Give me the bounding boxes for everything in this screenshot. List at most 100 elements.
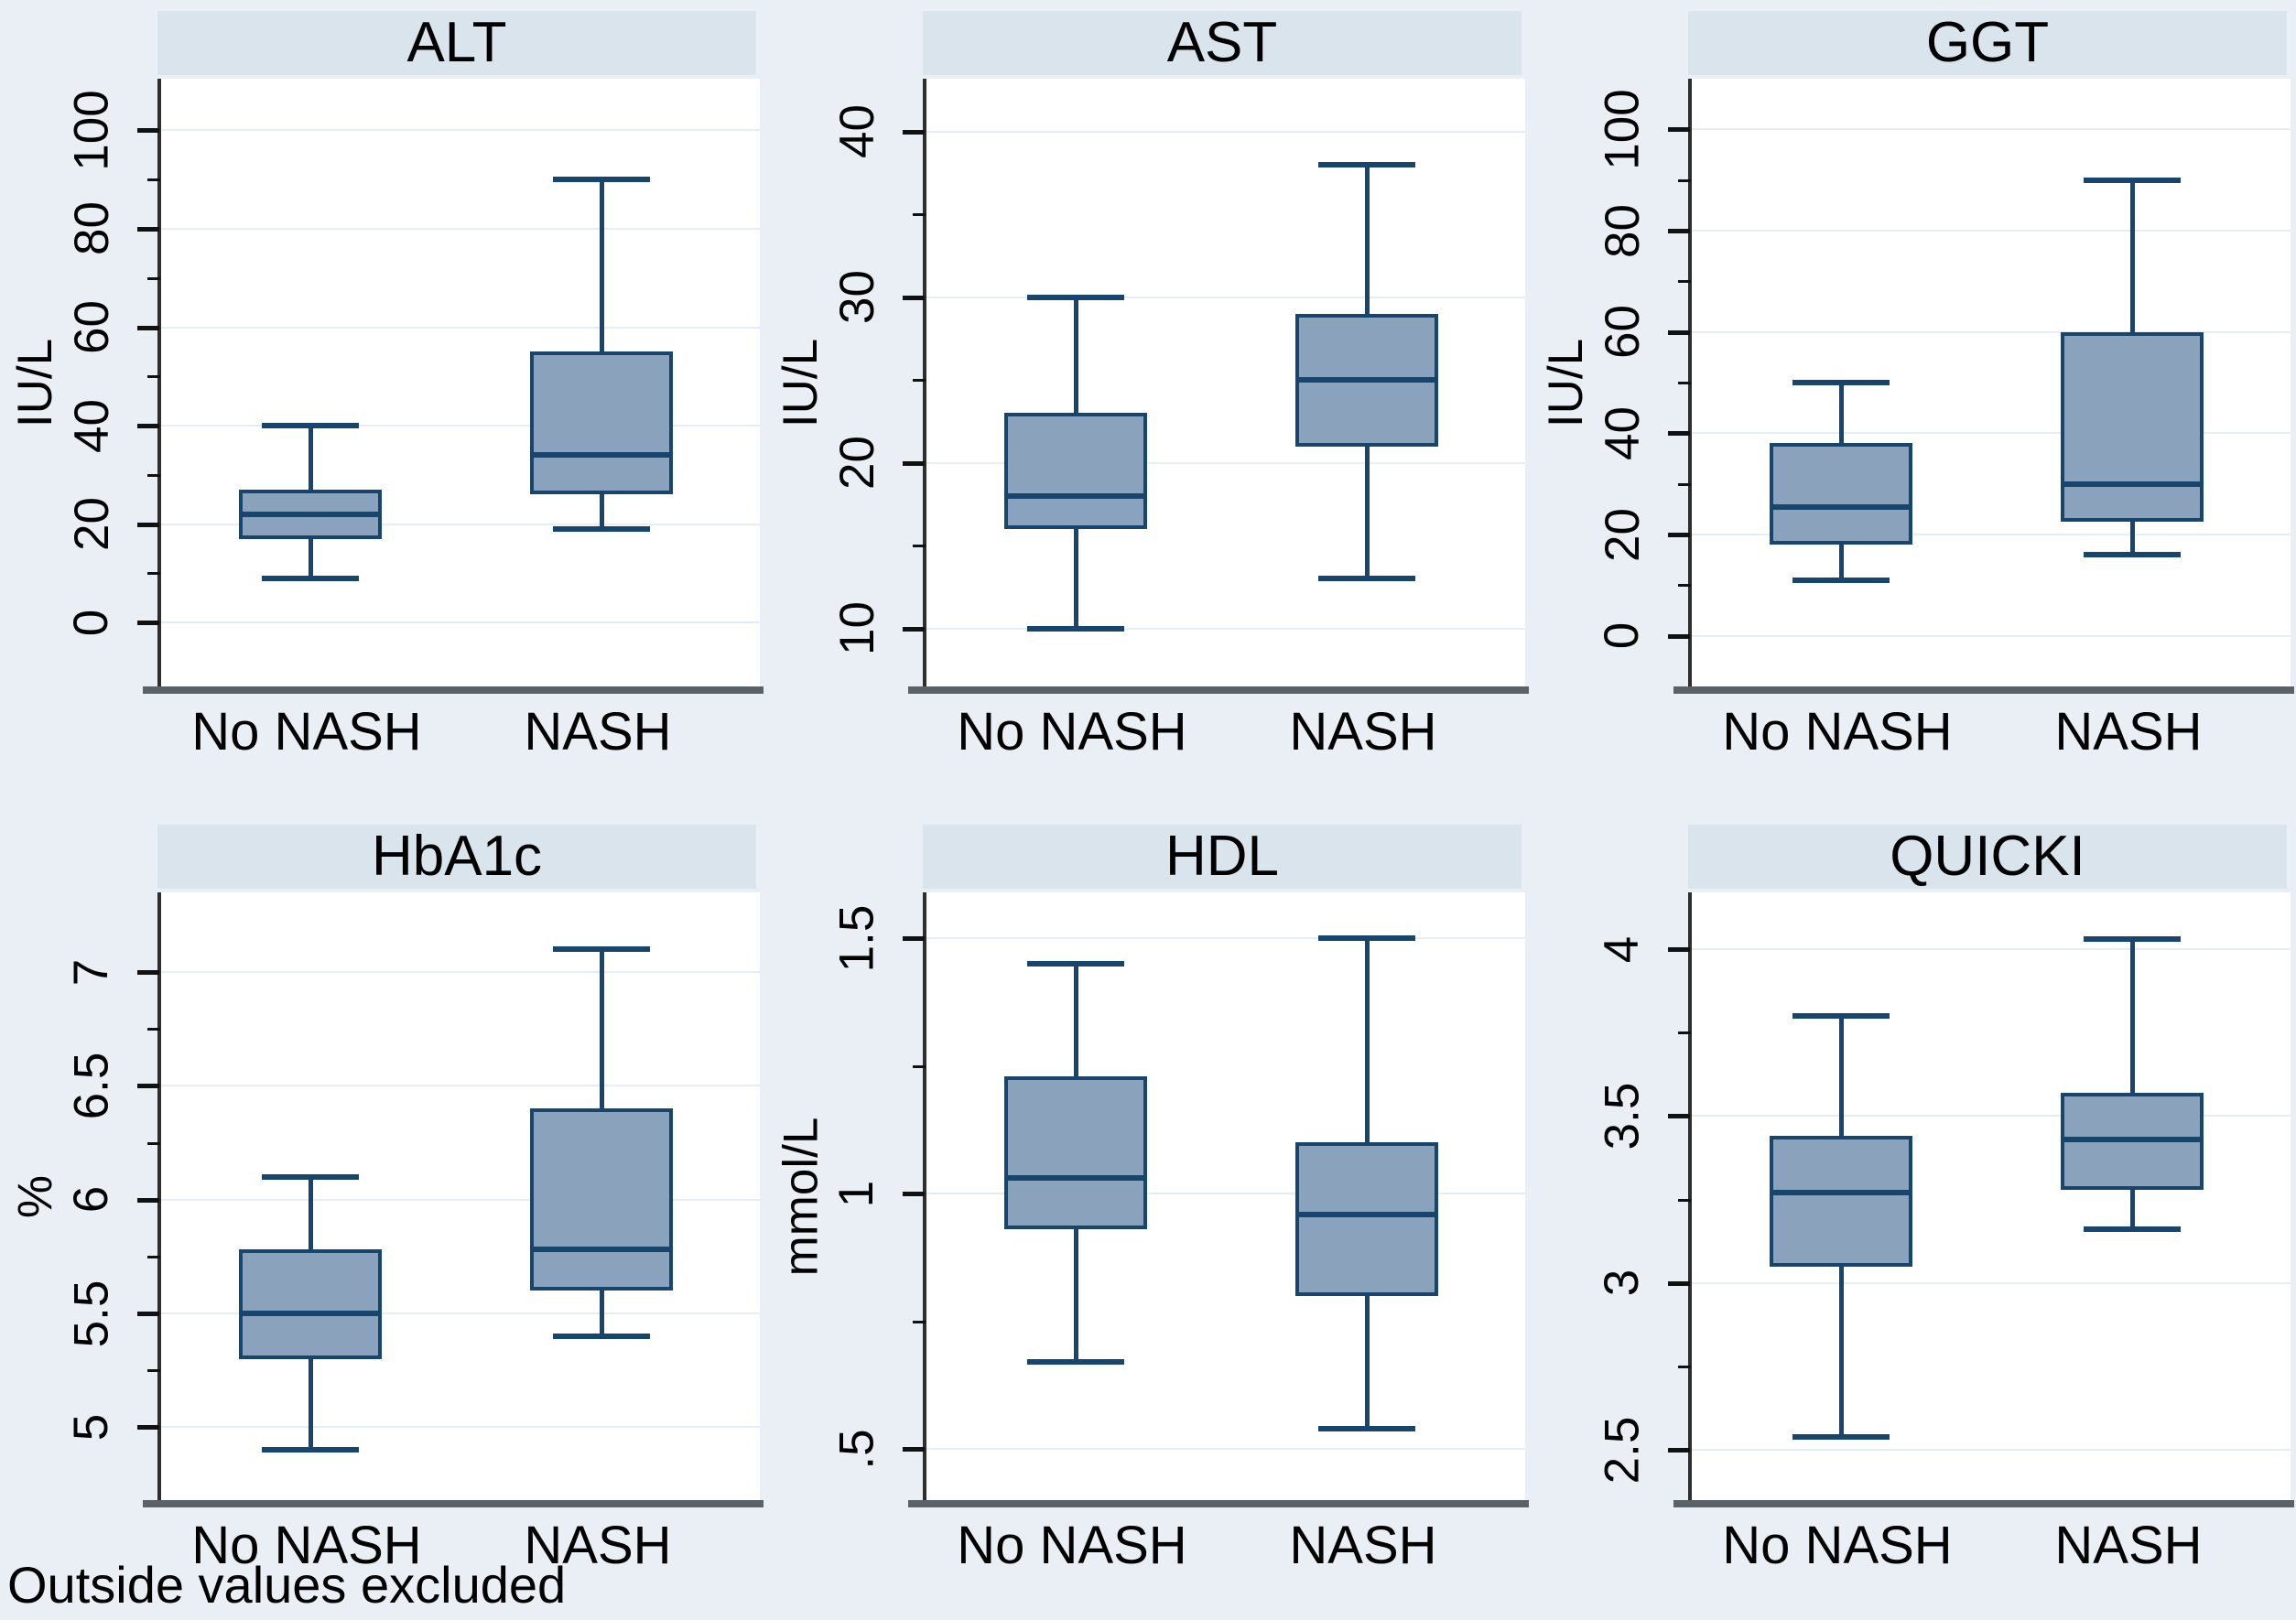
- gridline: [926, 1448, 1525, 1451]
- y-minor-tick: [147, 276, 160, 280]
- lower-whisker: [2130, 1189, 2135, 1230]
- y-tick-label-text: 6.5: [64, 1052, 119, 1120]
- y-minor-tick: [1678, 584, 1691, 588]
- lower-whisker-cap: [1027, 1359, 1124, 1366]
- panel-QUICKI: QUICKI 2.5 3 3.5 4 No NASH NASH: [1531, 783, 2296, 1620]
- y-minor-tick: [1678, 1366, 1691, 1369]
- lower-whisker: [1839, 1266, 1844, 1437]
- y-major-tick: [1668, 533, 1690, 537]
- x-category-labels: No NASH NASH: [157, 701, 756, 767]
- y-minor-tick: [1678, 178, 1691, 182]
- x-category-label: No NASH: [1722, 702, 1953, 761]
- y-minor-tick: [913, 379, 926, 383]
- gridline: [161, 425, 760, 427]
- y-tick-label-text: 1.5: [829, 904, 884, 973]
- y-tick-label-text: 80: [64, 201, 119, 256]
- y-major-tick: [137, 226, 159, 232]
- median-line: [239, 511, 382, 517]
- y-tick-label-text: 3: [1595, 1269, 1650, 1297]
- y-minor-tick: [147, 1028, 160, 1031]
- gridline: [926, 461, 1525, 464]
- iqr-box: [1770, 1136, 1912, 1267]
- x-axis-line: [1673, 1500, 2294, 1507]
- median-line: [239, 1311, 382, 1317]
- panel-title: GGT: [1688, 11, 2287, 75]
- x-category-label: NASH: [524, 1516, 672, 1575]
- gridline: [1692, 230, 2291, 232]
- iqr-box: [530, 1108, 673, 1291]
- x-axis-line: [143, 1500, 764, 1507]
- y-minor-tick: [1678, 482, 1691, 486]
- iqr-box: [1004, 1075, 1147, 1230]
- y-axis-title-text: mmol/L: [774, 1117, 829, 1276]
- upper-whisker-cap: [2084, 177, 2181, 183]
- y-tick-label-text: 20: [829, 436, 884, 491]
- y-major-tick: [1668, 633, 1690, 639]
- y-minor-tick: [147, 375, 160, 379]
- figure-note: Outside values excluded: [7, 1556, 567, 1614]
- lower-whisker: [1074, 529, 1078, 629]
- median-line: [530, 452, 673, 459]
- y-minor-tick: [147, 178, 160, 182]
- upper-whisker: [1074, 964, 1078, 1076]
- median-line: [1004, 492, 1147, 499]
- plot-area: 2.5 3 3.5 4: [1595, 892, 2294, 1507]
- gridline: [161, 523, 760, 525]
- y-tick-label-text: 1: [829, 1180, 884, 1207]
- gridline: [1692, 634, 2291, 637]
- y-major-tick: [903, 1447, 925, 1453]
- y-major-tick: [137, 621, 159, 626]
- y-minor-tick: [1678, 1198, 1691, 1202]
- lower-whisker: [2130, 522, 2135, 556]
- lower-whisker-cap: [2084, 1226, 2181, 1233]
- y-minor-tick: [1678, 1031, 1691, 1035]
- lower-whisker: [1839, 545, 1844, 580]
- y-tick-label-text: 0: [1595, 621, 1650, 650]
- lower-whisker: [309, 1358, 313, 1451]
- y-major-tick: [903, 1192, 925, 1197]
- x-category-label: No NASH: [191, 1516, 422, 1575]
- y-minor-tick: [147, 1141, 160, 1145]
- median-line: [1770, 503, 1912, 510]
- y-axis-title-text: IU/L: [774, 338, 829, 427]
- lower-whisker-cap: [262, 575, 359, 581]
- y-tick-label-text: 80: [1595, 203, 1650, 258]
- gridline: [1692, 1281, 2291, 1284]
- gridline: [161, 129, 760, 132]
- plot-area: 5 5.5 6 6.5 7: [64, 892, 764, 1507]
- gridline: [1692, 128, 2291, 131]
- x-category-labels: No NASH NASH: [923, 1515, 1522, 1581]
- gridline: [926, 937, 1525, 940]
- panel-title: HDL: [923, 825, 1522, 889]
- gridline: [161, 1198, 760, 1201]
- median-line: [1295, 1211, 1438, 1217]
- panel-GGT: GGT 0 20 40 60 80 100 IU/L No NASH NASH: [1531, 0, 2296, 783]
- y-minor-tick: [147, 1369, 160, 1373]
- x-category-labels: No NASH NASH: [923, 701, 1522, 767]
- panel-ALT: ALT 0 20 40 60 80 100 IU/L No NASH NASH: [0, 0, 765, 783]
- gridline: [1692, 534, 2291, 535]
- gridline: [926, 627, 1525, 630]
- y-major-tick: [137, 970, 159, 976]
- y-axis-title: IU/L: [5, 79, 66, 686]
- y-minor-tick: [913, 1320, 926, 1323]
- upper-whisker: [1074, 297, 1078, 414]
- lower-whisker-cap: [1318, 1425, 1415, 1431]
- gridline: [926, 130, 1525, 133]
- panel-HbA1c: HbA1c 5 5.5 6 6.5 7% No NASH NASH: [0, 783, 765, 1620]
- upper-whisker: [600, 949, 604, 1109]
- y-major-tick: [903, 936, 925, 942]
- y-major-tick: [1668, 329, 1690, 335]
- upper-whisker: [2130, 939, 2135, 1093]
- y-tick-label-text: 10: [829, 601, 884, 656]
- y-major-tick: [137, 424, 159, 429]
- y-tick-label: 4: [1576, 871, 1668, 1027]
- gridline: [926, 1193, 1525, 1195]
- lower-whisker-cap: [1792, 1433, 1890, 1440]
- lower-whisker: [1365, 446, 1370, 579]
- y-tick-label-text: 20: [1595, 507, 1650, 562]
- y-major-tick: [1668, 431, 1690, 437]
- x-category-label: NASH: [524, 702, 672, 761]
- panel-AST: AST 10 20 30 40 IU/L No NASH NASH: [765, 0, 1531, 783]
